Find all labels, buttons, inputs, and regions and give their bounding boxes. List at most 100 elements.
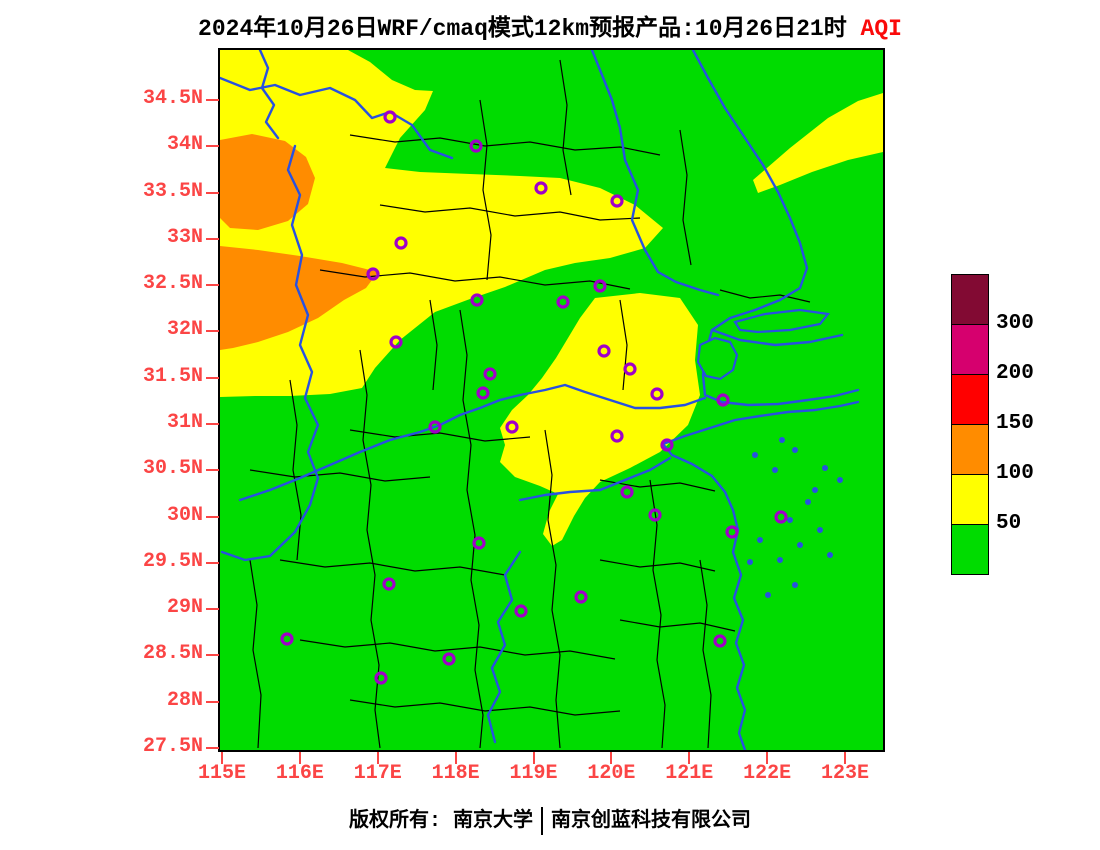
legend-value-label: 100 xyxy=(996,462,1034,485)
island-dot xyxy=(792,447,798,453)
city-marker xyxy=(534,181,548,195)
lon-tick-label: 120E xyxy=(587,762,636,785)
legend-color-segment xyxy=(951,374,989,425)
county-border xyxy=(289,379,302,561)
city-marker xyxy=(593,279,607,293)
lon-tick-mark xyxy=(298,752,301,764)
island-dot xyxy=(777,557,783,563)
river-and-province-border-layer xyxy=(220,50,860,750)
lat-tick-mark xyxy=(206,746,219,749)
county-border xyxy=(619,619,736,632)
lat-tick-label: 29.5N xyxy=(142,549,203,573)
lake-outline xyxy=(733,308,831,334)
forecast-map xyxy=(218,48,885,752)
footer-divider xyxy=(541,806,543,835)
city-marker xyxy=(774,510,788,524)
lon-tick-mark xyxy=(844,752,846,764)
county-border xyxy=(349,429,531,442)
county-border xyxy=(379,204,641,221)
river-line xyxy=(238,383,707,502)
river-line xyxy=(710,328,844,347)
lat-tick-label: 30N xyxy=(166,503,203,527)
lat-tick-mark xyxy=(206,515,219,518)
legend-value-label: 200 xyxy=(996,362,1034,385)
lake-layer xyxy=(696,308,831,381)
river-line xyxy=(590,50,720,297)
river-line xyxy=(518,456,672,502)
legend-color-segment xyxy=(951,524,989,575)
lon-tick-mark xyxy=(688,752,691,764)
city-marker xyxy=(660,438,674,452)
legend-value-label: 50 xyxy=(996,512,1022,535)
island-dot xyxy=(757,537,763,543)
island-dot xyxy=(747,559,753,565)
lon-tick-mark xyxy=(532,752,535,764)
river-line xyxy=(486,550,522,744)
island-dot xyxy=(772,467,778,473)
county-border xyxy=(459,309,484,749)
county-border xyxy=(299,639,616,660)
city-marker xyxy=(716,393,730,407)
city-marker xyxy=(280,632,294,646)
county-border xyxy=(599,559,716,572)
lat-tick-label: 33.5N xyxy=(142,179,203,203)
city-marker xyxy=(713,634,727,648)
city-marker xyxy=(472,536,486,550)
lat-tick-mark xyxy=(206,700,219,703)
river-line xyxy=(691,50,860,407)
city-marker xyxy=(394,236,408,250)
island-dot xyxy=(752,452,758,458)
island-dot xyxy=(817,527,823,533)
lat-tick-mark xyxy=(206,561,219,564)
lon-tick-mark xyxy=(454,752,457,764)
city-marker-layer xyxy=(280,110,788,685)
county-border xyxy=(249,559,262,749)
island-dot xyxy=(765,592,771,598)
island-dot xyxy=(805,499,811,505)
city-marker xyxy=(382,577,396,591)
title-spacer xyxy=(847,16,861,42)
lat-tick-mark xyxy=(206,376,219,379)
city-marker xyxy=(597,344,611,358)
city-marker xyxy=(470,293,484,307)
city-marker xyxy=(514,604,528,618)
lat-tick-label: 28N xyxy=(166,688,203,712)
lake-outline xyxy=(696,336,739,381)
lat-tick-label: 32.5N xyxy=(142,272,203,296)
city-marker xyxy=(469,139,483,153)
lon-tick-mark xyxy=(766,752,769,764)
city-marker xyxy=(442,652,456,666)
aqi-region-moderate xyxy=(753,93,883,193)
lat-tick-mark xyxy=(206,469,219,472)
legend-color-segment xyxy=(951,424,989,475)
city-marker xyxy=(428,420,442,434)
lat-tick-mark xyxy=(206,191,219,194)
title-variable-label: AQI xyxy=(860,16,902,42)
lat-tick-mark xyxy=(206,284,219,287)
county-border xyxy=(429,299,438,391)
lon-tick-label: 118E xyxy=(431,762,480,785)
city-marker xyxy=(610,194,624,208)
river-line xyxy=(220,144,320,562)
lat-tick-mark xyxy=(206,99,219,101)
lon-tick-mark xyxy=(221,752,223,764)
county-border xyxy=(319,269,631,290)
aqi-region-moderate xyxy=(500,293,700,546)
lat-tick-label: 30.5N xyxy=(142,457,203,481)
lat-tick-label: 34N xyxy=(166,133,203,157)
city-marker xyxy=(476,386,490,400)
lon-tick-label: 116E xyxy=(275,762,324,785)
river-line xyxy=(258,50,280,140)
city-marker xyxy=(505,420,519,434)
legend-value-label: 150 xyxy=(996,412,1034,435)
lon-tick-label: 115E xyxy=(197,762,247,785)
island-dot xyxy=(812,487,818,493)
island-dot xyxy=(787,517,793,523)
county-border xyxy=(619,299,628,391)
county-border xyxy=(479,99,492,281)
city-marker xyxy=(574,590,588,604)
lat-tick-label: 28.5N xyxy=(142,642,203,666)
city-marker xyxy=(374,671,388,685)
city-marker xyxy=(366,267,380,281)
lat-tick-mark xyxy=(206,654,219,657)
